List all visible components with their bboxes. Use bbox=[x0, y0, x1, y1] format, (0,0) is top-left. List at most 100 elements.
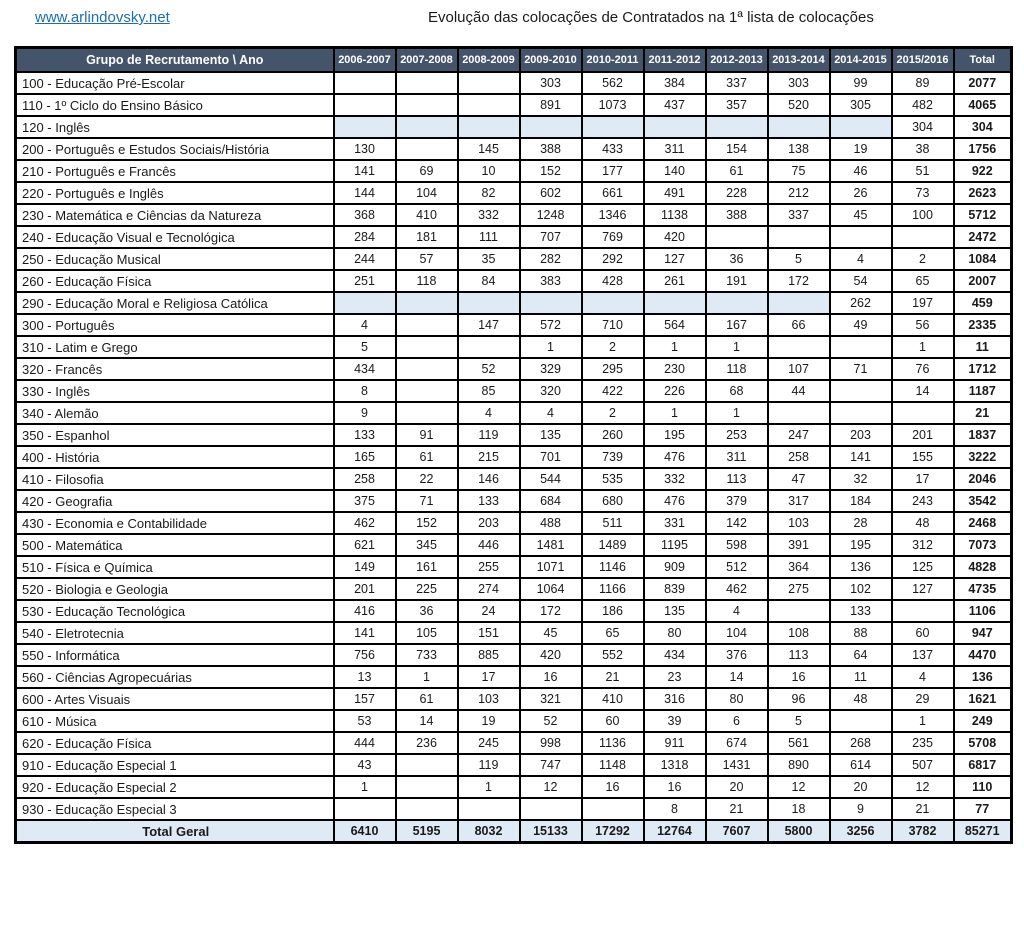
row-label: 530 - Educação Tecnológica bbox=[14, 599, 335, 623]
value-cell: 149 bbox=[332, 555, 397, 579]
header-row: Grupo de Recrutamento \ Ano 2006-2007 2007… bbox=[14, 46, 1013, 73]
value-cell: 61 bbox=[394, 445, 459, 469]
value-cell: 491 bbox=[642, 181, 707, 205]
value-cell: 21 bbox=[890, 797, 955, 821]
value-cell: 141 bbox=[828, 445, 893, 469]
value-cell: 157 bbox=[332, 687, 397, 711]
value-cell: 135 bbox=[518, 423, 583, 447]
value-cell: 118 bbox=[704, 357, 769, 381]
value-cell: 21 bbox=[704, 797, 769, 821]
value-cell: 383 bbox=[518, 269, 583, 293]
value-cell: 4 bbox=[332, 313, 397, 337]
value-cell: 167 bbox=[704, 313, 769, 337]
table-row: 320 - Francês 434 52 329 295 230 118 107 71 76 171… bbox=[14, 357, 1013, 381]
value-cell: 138 bbox=[766, 137, 831, 161]
value-cell: 21 bbox=[580, 665, 645, 689]
table-row: 310 - Latim e Grego 5 1 2 1 1 1 11 bbox=[14, 335, 1013, 359]
value-cell: 1 bbox=[890, 335, 955, 359]
value-cell bbox=[456, 115, 521, 139]
value-cell: 375 bbox=[332, 489, 397, 513]
value-cell: 998 bbox=[518, 731, 583, 755]
table-row: 410 - Filosofia 258 22 146 544 535 332 113 47 32 1… bbox=[14, 467, 1013, 491]
value-cell: 152 bbox=[518, 159, 583, 183]
value-cell: 14 bbox=[394, 709, 459, 733]
value-cell: 16 bbox=[518, 665, 583, 689]
value-cell: 434 bbox=[642, 643, 707, 667]
value-cell: 152 bbox=[394, 511, 459, 535]
value-cell: 104 bbox=[394, 181, 459, 205]
value-cell: 80 bbox=[704, 687, 769, 711]
row-total-cell: 1712 bbox=[952, 357, 1013, 381]
value-cell bbox=[890, 401, 955, 425]
value-cell bbox=[394, 753, 459, 777]
value-cell: 437 bbox=[642, 93, 707, 117]
row-label: 210 - Português e Francês bbox=[14, 159, 335, 183]
value-cell: 154 bbox=[704, 137, 769, 161]
value-cell: 311 bbox=[642, 137, 707, 161]
value-cell: 391 bbox=[766, 533, 831, 557]
value-cell bbox=[518, 797, 583, 821]
value-cell bbox=[394, 401, 459, 425]
value-cell: 446 bbox=[456, 533, 521, 557]
value-cell: 108 bbox=[766, 621, 831, 645]
value-cell: 228 bbox=[704, 181, 769, 205]
value-cell: 105 bbox=[394, 621, 459, 645]
value-cell bbox=[394, 335, 459, 359]
value-cell: 268 bbox=[828, 731, 893, 755]
row-total-cell: 1084 bbox=[952, 247, 1013, 271]
value-cell: 511 bbox=[580, 511, 645, 535]
value-cell: 4 bbox=[456, 401, 521, 425]
value-cell: 1489 bbox=[580, 533, 645, 557]
value-cell: 119 bbox=[456, 423, 521, 447]
value-cell bbox=[456, 93, 521, 117]
value-cell: 45 bbox=[828, 203, 893, 227]
row-total-cell: 947 bbox=[952, 621, 1013, 645]
value-cell: 80 bbox=[642, 621, 707, 645]
row-label: 400 - História bbox=[14, 445, 335, 469]
value-cell: 476 bbox=[642, 489, 707, 513]
value-cell: 410 bbox=[580, 687, 645, 711]
value-cell: 376 bbox=[704, 643, 769, 667]
value-cell: 572 bbox=[518, 313, 583, 337]
value-cell: 142 bbox=[704, 511, 769, 535]
value-cell: 19 bbox=[828, 137, 893, 161]
table-row: 520 - Biologia e Geologia 201 225 274 1064 11… bbox=[14, 577, 1013, 601]
row-label: 230 - Matemática e Ciências da Natureza bbox=[14, 203, 335, 227]
value-cell: 64 bbox=[828, 643, 893, 667]
value-cell: 707 bbox=[518, 225, 583, 249]
row-total-cell: 3222 bbox=[952, 445, 1013, 469]
value-cell: 1 bbox=[518, 335, 583, 359]
row-label: 540 - Eletrotecnia bbox=[14, 621, 335, 645]
row-total-cell: 249 bbox=[952, 709, 1013, 733]
value-cell: 28 bbox=[828, 511, 893, 535]
value-cell: 1 bbox=[456, 775, 521, 799]
value-cell: 96 bbox=[766, 687, 831, 711]
value-cell: 552 bbox=[580, 643, 645, 667]
value-cell: 4 bbox=[828, 247, 893, 271]
site-link[interactable]: www.arlindovsky.net bbox=[35, 9, 170, 26]
value-cell: 91 bbox=[394, 423, 459, 447]
value-cell: 747 bbox=[518, 753, 583, 777]
value-cell: 181 bbox=[394, 225, 459, 249]
row-total-cell: 110 bbox=[952, 775, 1013, 799]
row-label: 110 - 1º Ciclo do Ensino Básico bbox=[14, 93, 335, 117]
table-row: 530 - Educação Tecnológica 416 36 24 172 186 1… bbox=[14, 599, 1013, 623]
value-cell: 111 bbox=[456, 225, 521, 249]
value-cell bbox=[394, 115, 459, 139]
value-cell: 11 bbox=[828, 665, 893, 689]
table-row: 910 - Educação Especial 1 43 119 747 1148 131… bbox=[14, 753, 1013, 777]
value-cell: 911 bbox=[642, 731, 707, 755]
value-cell: 133 bbox=[332, 423, 397, 447]
row-total-cell: 1621 bbox=[952, 687, 1013, 711]
value-cell: 434 bbox=[332, 357, 397, 381]
value-cell: 144 bbox=[332, 181, 397, 205]
value-cell: 32 bbox=[828, 467, 893, 491]
value-cell: 337 bbox=[766, 203, 831, 227]
value-cell bbox=[766, 335, 831, 359]
value-cell bbox=[394, 357, 459, 381]
table-row: 500 - Matemática 621 345 446 1481 1489 1195 598… bbox=[14, 533, 1013, 557]
column-total-cell: 5800 bbox=[766, 819, 831, 844]
value-cell: 320 bbox=[518, 379, 583, 403]
column-total-cell: 6410 bbox=[332, 819, 397, 844]
value-cell: 141 bbox=[332, 159, 397, 183]
